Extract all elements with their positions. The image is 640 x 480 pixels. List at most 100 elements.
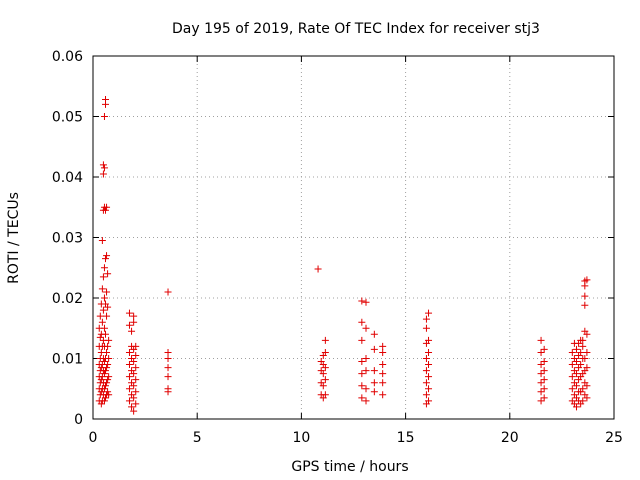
data-point: [422, 367, 430, 375]
data-point: [540, 358, 548, 366]
data-point: [425, 385, 433, 393]
data-point: [579, 385, 587, 393]
data-point: [321, 376, 329, 384]
data-point: [99, 161, 107, 169]
data-point: [540, 367, 548, 375]
data-point: [125, 397, 133, 405]
data-point: [164, 355, 172, 362]
data-point: [540, 376, 548, 384]
data-point: [98, 285, 106, 293]
data-point: [104, 303, 112, 311]
data-point: [321, 364, 329, 372]
x-tick-label: 0: [89, 430, 98, 446]
y-tick-label: 0.04: [52, 170, 83, 186]
data-point: [99, 306, 107, 314]
data-point: [98, 318, 106, 326]
data-point: [321, 336, 329, 344]
data-point: [572, 345, 580, 353]
data-point: [362, 367, 370, 375]
data-point: [540, 345, 548, 353]
data-point: [581, 355, 589, 362]
data-point: [583, 348, 591, 356]
data-point: [422, 379, 430, 387]
data-point: [358, 297, 366, 305]
x-tick-label: 5: [193, 430, 202, 446]
data-point: [319, 370, 327, 378]
data-point: [537, 388, 545, 396]
data-point: [103, 379, 111, 387]
x-tick-label: 15: [397, 430, 415, 446]
data-point: [425, 373, 433, 381]
data-point: [125, 348, 133, 356]
data-point: [130, 407, 138, 415]
data-point: [105, 355, 113, 362]
data-point: [97, 400, 105, 408]
data-point: [583, 394, 591, 402]
data-point: [100, 324, 108, 332]
data-point: [379, 379, 387, 387]
data-point: [568, 385, 576, 393]
data-point: [425, 361, 433, 369]
data-point: [130, 394, 138, 402]
data-point: [370, 367, 378, 375]
data-point: [583, 276, 591, 284]
data-point: [540, 385, 548, 393]
data-point: [100, 294, 108, 302]
data-point: [100, 264, 108, 272]
data-point: [125, 309, 133, 317]
data-point: [379, 370, 387, 378]
data-point: [100, 113, 108, 120]
data-point: [362, 385, 370, 393]
data-point: [130, 358, 138, 366]
data-point: [568, 373, 576, 381]
data-point: [103, 364, 111, 372]
data-point: [104, 376, 112, 384]
data-point: [358, 336, 366, 344]
data-point: [102, 382, 110, 390]
data-point: [579, 336, 587, 344]
data-point: [358, 394, 366, 402]
data-point: [358, 370, 366, 378]
data-point: [425, 397, 433, 405]
data-point: [537, 361, 545, 369]
y-tick-label: 0.03: [52, 231, 83, 247]
data-point: [321, 348, 329, 356]
data-point: [100, 397, 108, 405]
data-point: [583, 364, 591, 372]
data-point: [422, 324, 430, 332]
grid-lines: [93, 56, 614, 419]
data-point: [102, 367, 110, 375]
data-point: [379, 391, 387, 399]
data-point: [102, 96, 110, 104]
data-point: [102, 394, 110, 402]
data-point: [164, 348, 172, 356]
data-point: [425, 336, 433, 344]
data-point: [583, 382, 591, 390]
data-point: [579, 342, 587, 350]
data-point: [132, 376, 140, 384]
data-point: [362, 397, 370, 405]
data-point: [583, 330, 591, 338]
data-point: [100, 385, 108, 393]
data-point: [362, 298, 370, 306]
data-point: [102, 206, 110, 214]
data-point: [568, 361, 576, 369]
data-point: [103, 288, 111, 296]
data-point: [370, 379, 378, 387]
data-point: [130, 318, 138, 326]
data-point: [579, 397, 587, 405]
data-point: [132, 364, 140, 372]
data-point: [104, 388, 112, 396]
data-point: [572, 358, 580, 366]
data-point: [370, 345, 378, 353]
x-tick-label: 20: [501, 430, 519, 446]
data-point: [130, 312, 138, 320]
data-point: [358, 358, 366, 366]
data-point: [99, 273, 107, 281]
x-tick-label: 10: [292, 430, 310, 446]
data-point: [96, 333, 104, 341]
data-point: [572, 370, 580, 378]
data-point: [105, 373, 113, 381]
data-point: [581, 292, 589, 300]
